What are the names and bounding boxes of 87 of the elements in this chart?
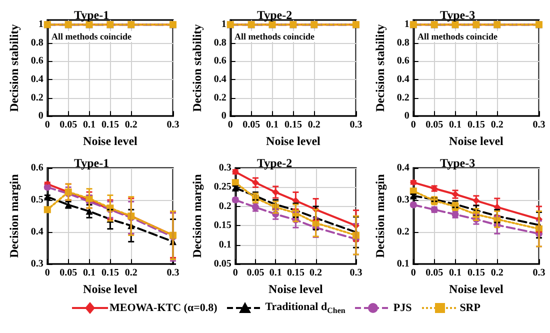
y-tick-label: 0.1 [218,239,232,250]
x-tick-label: 0.2 [490,268,504,279]
x-tick-label: 0.3 [532,120,546,131]
x-tick-label: 0.05 [426,268,444,279]
x-tick-label: 0.1 [449,268,462,279]
y-tick-label: 0.2 [30,92,44,104]
y-axis-title: Decision margin [373,174,387,258]
x-tick-label: 0.3 [166,268,180,279]
x-tick-label: 0.1 [83,120,96,131]
y-tick-label: 0.2 [396,92,410,104]
x-tick-label: 0.15 [467,120,485,131]
x-tick-label: 0.2 [310,268,322,279]
x-tick-label: 0.05 [60,268,78,279]
y-tick-label: 0.3 [218,162,232,174]
chart-title: Type-2 [256,156,292,170]
x-axis-title: Noise level [268,282,324,296]
x-tick-label: 0.1 [269,268,282,279]
y-tick-label: 0.4 [396,74,410,85]
x-tick-label: 0.3 [532,268,546,279]
y-tick-label: 0.6 [30,162,44,174]
y-tick-label: 0.2 [214,92,226,104]
annotation: All methods coincide [52,32,132,42]
x-tick-label: 0.15 [467,268,485,279]
y-tick-label: 0.6 [30,56,44,67]
y-tick-label: 0.05 [214,258,232,270]
x-tick-label: 0.2 [308,120,320,131]
y-axis-title: Decision stability [373,24,387,112]
y-tick-label: 0.8 [396,37,410,48]
x-tick-label: 0.1 [83,268,96,279]
legend-label: MEOWA-KTC (α=0.8) [110,302,218,314]
legend-label: PJS [393,302,412,314]
y-tick-label: 1 [404,19,410,30]
y-tick-label: 0 [404,110,410,122]
x-tick-label: 0.3 [350,268,362,279]
x-tick-label: 0.2 [124,120,138,131]
y-tick-label: 0.8 [30,37,44,48]
y-tick-label: 0.5 [30,194,44,206]
legend-label: Traditional d$_{Chen}$ [265,300,346,316]
x-tick-label: 0.3 [166,120,180,131]
x-axis-title: Noise level [83,134,138,148]
y-tick-label: 0.3 [30,258,44,270]
x-tick-label: 0.15 [286,268,304,279]
x-axis-title: Noise level [449,282,504,296]
annotation: All methods coincide [418,32,498,42]
y-tick-label: 0 [38,110,44,122]
x-tick-label: 0.05 [242,120,260,131]
y-tick-label: 0.8 [214,37,226,48]
legend-label: SRP [460,302,480,314]
chart-title: Type-3 [440,156,476,170]
y-axis-title: Decision stability [190,24,204,112]
x-tick-label: 0.05 [426,120,444,131]
y-tick-label: 0.4 [30,226,44,238]
x-tick-label: 0.2 [490,120,504,131]
y-tick-label: 1 [221,19,226,30]
x-tick-label: 0.3 [350,120,362,131]
y-tick-label: 0.2 [218,200,232,212]
x-tick-label: 0.15 [101,120,119,131]
x-axis-title: Noise level [83,282,138,296]
y-tick-label: 0.4 [214,74,226,85]
y-tick-label: 0.3 [396,194,410,206]
x-tick-label: 0.1 [449,120,462,131]
y-tick-label: 0.25 [214,182,232,193]
y-tick-label: 0 [221,110,226,122]
x-tick-label: 0.05 [246,268,264,279]
y-tick-label: 0.6 [396,56,410,67]
y-tick-label: 0.15 [214,220,232,232]
x-tick-label: 0.1 [266,120,279,131]
chart-title: Type-3 [440,8,476,22]
y-tick-label: 0.4 [30,74,44,85]
annotation: All methods coincide [234,32,315,42]
chart-title: Type-1 [74,8,110,22]
x-axis-title: Noise level [266,134,322,148]
y-axis-title: Decision stability [7,24,21,112]
y-tick-label: 1 [38,19,44,30]
y-tick-label: 0.6 [214,56,226,67]
y-axis-title: Decision margin [7,174,21,258]
x-tick-label: 0.2 [124,268,138,279]
chart-title: Type-1 [74,156,110,170]
chart-title: Type-2 [256,8,292,22]
x-tick-label: 0.15 [101,268,119,279]
y-tick-label: 0.2 [396,226,410,238]
y-tick-label: 0.1 [396,258,410,270]
x-tick-label: 0.15 [284,120,302,131]
y-tick-label: 0.4 [396,162,410,174]
x-axis-title: Noise level [449,134,504,148]
y-axis-title: Decision margin [190,174,204,258]
x-tick-label: 0.05 [60,120,78,131]
